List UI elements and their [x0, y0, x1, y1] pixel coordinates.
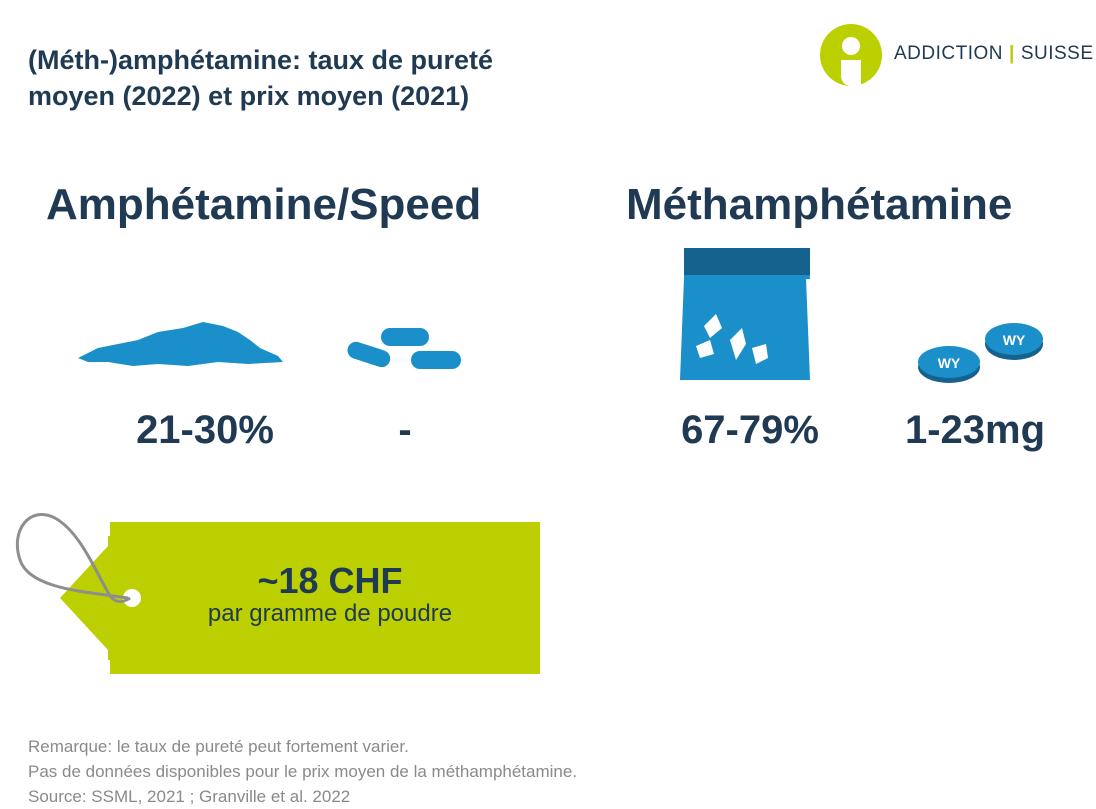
crystal-bag-icon — [680, 248, 810, 380]
powder-pile-icon — [78, 322, 283, 366]
price-unit: par gramme de poudre — [207, 600, 453, 627]
price-tag — [15, 513, 540, 674]
methamphetamine-purity: 67-79% — [681, 408, 819, 452]
amphetamine-pills-purity: - — [398, 408, 412, 452]
title-line-2: moyen (2022) et prix moyen (2021) — [28, 81, 470, 111]
amphetamine-heading: Amphétamine/Speed — [46, 180, 482, 229]
methamphetamine-dose: 1-23mg — [904, 408, 1046, 452]
logo-separator: | — [1009, 43, 1015, 64]
tablets-icon: WY WY — [918, 323, 1043, 383]
note-no-data: Pas de données disponibles pour le prix … — [28, 762, 578, 781]
price-value: ~18 CHF — [257, 560, 403, 601]
tablet-marking-1: WY — [938, 355, 961, 371]
logo-text: ADDICTION | SUISSE — [894, 43, 1094, 65]
logo-text-left: ADDICTION — [894, 43, 1003, 64]
addiction-suisse-logo: ADDICTION | SUISSE — [820, 24, 1093, 86]
note-remark: Remarque: le taux de pureté peut forteme… — [28, 737, 409, 756]
logo-mark-icon — [820, 24, 882, 86]
amphetamine-powder-purity: 21-30% — [136, 408, 274, 452]
note-source: Source: SSML, 2021 ; Granville et al. 20… — [28, 787, 351, 806]
capsules-icon — [347, 328, 461, 369]
page-title: (Méth-)amphétamine: taux de pureté moyen… — [28, 42, 728, 114]
logo-text-right: SUISSE — [1020, 43, 1094, 64]
footnotes: Remarque: le taux de pureté peut forteme… — [28, 734, 577, 809]
methamphetamine-heading: Méthamphétamine — [626, 180, 1013, 229]
tablet-marking-2: WY — [1003, 332, 1026, 348]
title-line-1: (Méth-)amphétamine: taux de pureté — [28, 45, 494, 75]
